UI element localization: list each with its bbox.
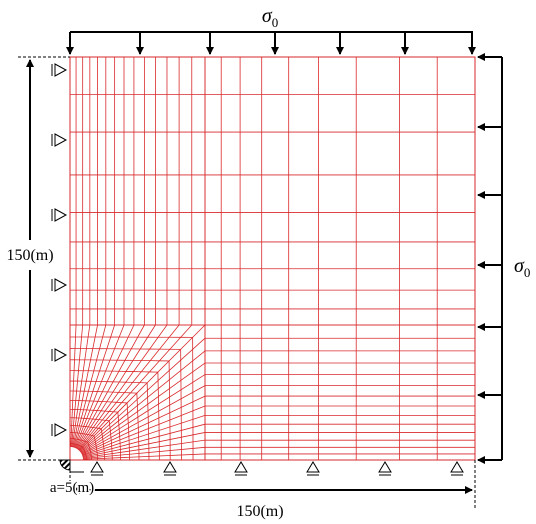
mesh-line xyxy=(71,324,84,447)
mesh-line xyxy=(72,324,98,447)
mesh-line xyxy=(69,443,87,461)
roller-support xyxy=(234,461,248,473)
loads xyxy=(66,32,502,464)
mesh-line xyxy=(79,324,206,451)
subscript: 0 xyxy=(272,15,279,30)
mesh-line xyxy=(69,417,113,461)
supports xyxy=(51,63,464,476)
mesh-line xyxy=(76,324,145,449)
roller-support xyxy=(378,461,392,473)
mesh-line xyxy=(69,390,140,461)
roller-support xyxy=(306,461,320,473)
roller-support xyxy=(90,461,104,473)
hole-radius: a=5(m) xyxy=(50,480,94,496)
mesh-line xyxy=(82,405,206,456)
mesh-line xyxy=(83,453,206,460)
mesh-line xyxy=(69,348,182,461)
mesh-line xyxy=(78,324,193,451)
mesh-line xyxy=(74,324,116,448)
mesh-line xyxy=(69,380,150,461)
mesh-line xyxy=(78,324,180,450)
mesh-line xyxy=(82,423,206,457)
mesh-line xyxy=(73,324,107,448)
height-dimension: 150(m) xyxy=(6,247,53,264)
subscript: 0 xyxy=(524,265,531,280)
mesh-line xyxy=(69,432,98,461)
sigma: σ xyxy=(262,5,273,27)
mesh-line xyxy=(69,400,130,461)
mesh-line xyxy=(80,362,206,453)
width-dimension: 150(m) xyxy=(236,503,283,520)
roller-support xyxy=(163,461,177,473)
mesh-line xyxy=(77,324,168,450)
roller-support xyxy=(54,63,68,77)
mesh-line xyxy=(81,374,206,454)
mesh-line xyxy=(83,432,206,458)
mesh-line xyxy=(69,336,194,461)
mesh-line xyxy=(81,385,206,454)
mesh-line xyxy=(69,370,160,461)
mesh-line xyxy=(75,324,135,449)
right-load-label: σ0 xyxy=(514,255,530,280)
hole-support xyxy=(59,459,71,471)
mesh-line xyxy=(82,414,206,456)
sigma: σ xyxy=(514,255,525,277)
mesh-line xyxy=(80,350,206,452)
mesh-line xyxy=(69,359,171,461)
mesh-line xyxy=(79,337,206,452)
mesh xyxy=(69,56,476,461)
top-load-label: σ0 xyxy=(262,5,278,30)
domain-border xyxy=(69,56,476,461)
roller-support xyxy=(54,423,68,437)
mesh-line xyxy=(71,324,91,447)
mesh-line xyxy=(83,446,206,459)
roller-support xyxy=(54,208,68,222)
mesh-line xyxy=(70,324,77,447)
roller-support xyxy=(450,461,464,473)
mesh-line xyxy=(69,438,92,461)
mesh-line xyxy=(69,408,122,461)
mesh-line xyxy=(69,425,105,461)
roller-support xyxy=(54,278,68,292)
mesh-line xyxy=(81,395,206,455)
mesh-line xyxy=(83,439,206,459)
roller-support xyxy=(54,348,68,362)
mesh-line xyxy=(76,324,156,449)
roller-support xyxy=(54,133,68,147)
mesh-line xyxy=(69,446,84,461)
mesh-line xyxy=(74,324,125,448)
